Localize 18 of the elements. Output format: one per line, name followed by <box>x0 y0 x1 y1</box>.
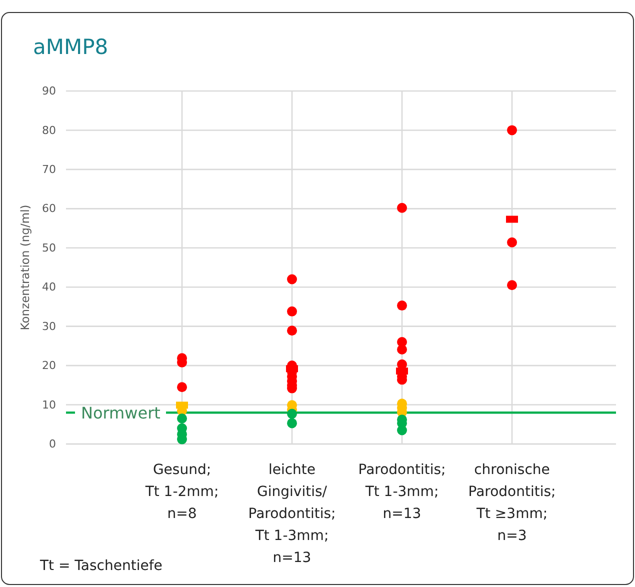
text: Tt = Taschentiefe <box>39 558 162 574</box>
x-tick-label: Parodontitis; Tt 1-3mm; n=13 <box>358 462 446 522</box>
x-tick-label: chronische Parodontitis; Tt ≥3mm; n=3 <box>468 462 556 544</box>
y-axis-title: Konzentration (ng/ml) <box>18 204 32 330</box>
x-tick-label: leichte Gingivitis/ Parodontitis; Tt 1-3mm; n=13 <box>248 462 336 566</box>
y-tick-label: 80 <box>42 124 56 137</box>
y-tick-label: 40 <box>42 280 56 294</box>
y-tick-label: 0 <box>49 438 56 451</box>
ref-line-label: Normwert <box>81 404 160 423</box>
y-tick-label: 90 <box>42 84 56 98</box>
y-tick-label: 20 <box>42 359 56 372</box>
chart-title: aMMP8 <box>33 35 108 59</box>
y-tick-label: 10 <box>42 398 56 412</box>
x-tick-label: Gesund; Tt 1-2mm; n=8 <box>144 462 219 522</box>
y-tick-label: 50 <box>42 241 56 254</box>
y-tick-label: 70 <box>42 162 56 176</box>
y-tick-label: 60 <box>42 202 56 216</box>
y-tick-label: 30 <box>42 320 56 333</box>
